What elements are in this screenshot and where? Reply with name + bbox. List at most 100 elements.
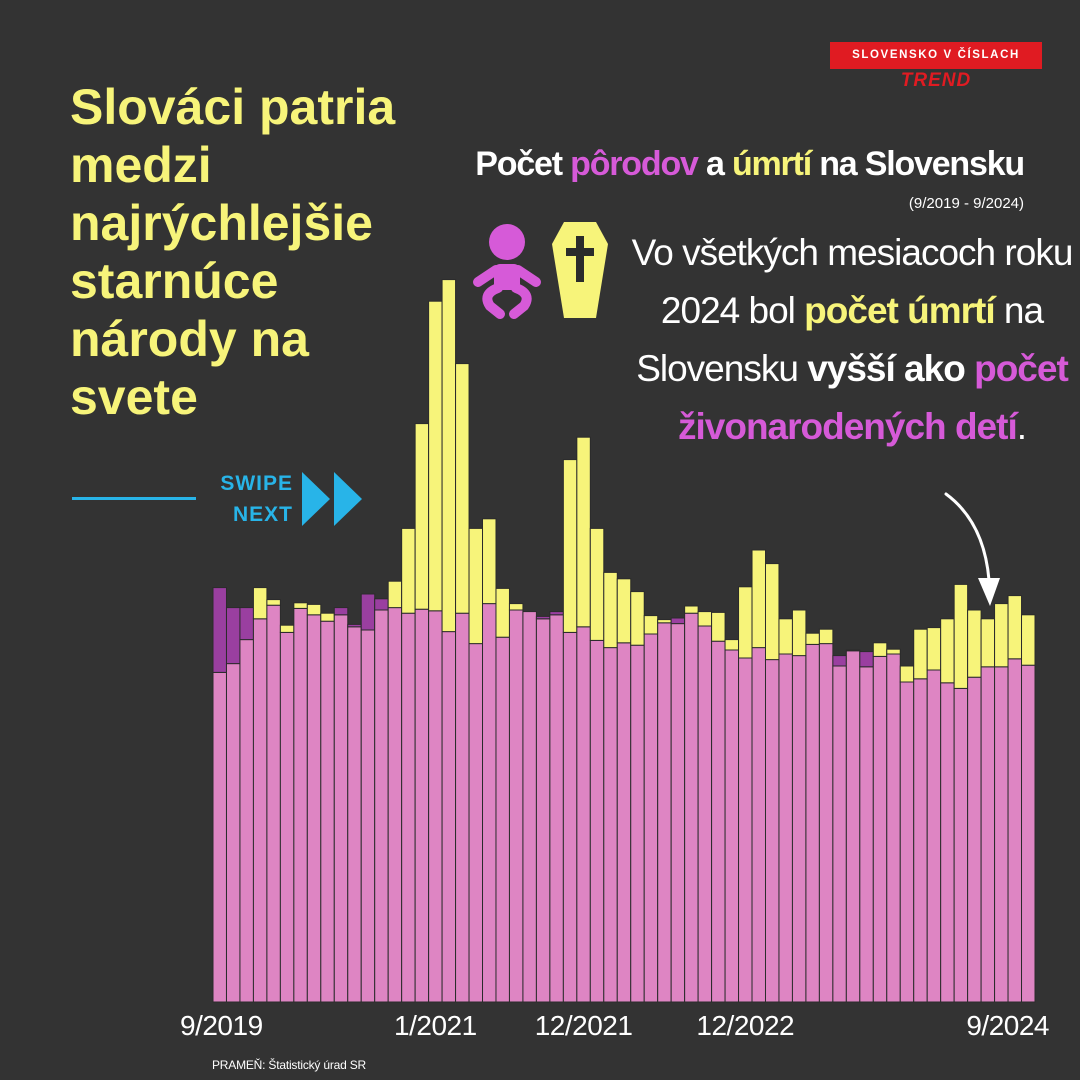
bar-base <box>630 644 645 1003</box>
bar-base <box>482 603 497 1003</box>
bar-base <box>320 620 335 1003</box>
bar-deaths-excess <box>279 624 295 633</box>
note-text: . <box>1016 406 1027 447</box>
bar-base <box>562 631 578 1003</box>
bar-deaths-excess <box>293 602 308 609</box>
bar-base <box>913 678 928 1003</box>
bar-base <box>616 642 632 1003</box>
bar-base <box>872 655 888 1003</box>
bar-base <box>818 643 834 1003</box>
bar-deaths-excess <box>886 648 901 655</box>
bar-base <box>859 666 874 1003</box>
bar-deaths-excess <box>589 527 605 641</box>
bar-deaths-excess <box>764 563 780 661</box>
bar-base <box>239 639 254 1003</box>
bar-base <box>980 666 996 1003</box>
note-births: počet živonarodených detí <box>677 348 1069 447</box>
bar-deaths-excess <box>967 609 982 678</box>
bar-deaths-excess <box>657 619 672 624</box>
bar-base <box>886 653 901 1003</box>
bar-deaths-excess <box>630 591 645 646</box>
bar-base <box>724 649 740 1003</box>
bar-deaths-excess <box>414 423 430 610</box>
bar-base <box>684 612 699 1003</box>
bar-base <box>589 639 605 1003</box>
bar-base <box>360 629 376 1003</box>
bar-base <box>535 618 551 1003</box>
x-tick-label: 9/2024 <box>966 1010 1049 1041</box>
bar-deaths-excess <box>994 603 1009 668</box>
bar-base <box>791 655 807 1003</box>
bar-deaths-excess <box>724 639 740 651</box>
bar-deaths-excess <box>1007 595 1023 660</box>
note-text: Vo všetkých mesiacoch roku 2024 bol <box>631 232 1074 331</box>
bar-base <box>657 622 672 1003</box>
bar-base <box>293 607 308 1003</box>
bar-base <box>279 631 295 1003</box>
bar-base <box>697 625 713 1003</box>
brand-badge: SLOVENSKO V ČÍSLACH <box>830 42 1042 69</box>
bar-base <box>1021 664 1036 1003</box>
bar-deaths-excess <box>495 587 510 638</box>
bars <box>212 279 1036 1003</box>
bar-base <box>1007 658 1023 1003</box>
title-deaths: úmrtí <box>731 145 812 183</box>
bar-base <box>576 626 591 1003</box>
bar-births-excess <box>347 623 362 628</box>
bar-base <box>252 618 268 1003</box>
title-part: Počet <box>475 145 571 183</box>
brand-logo: TREND <box>900 70 972 91</box>
bar-deaths-excess <box>401 527 416 614</box>
highlight-note: Vo všetkých mesiacoch roku 2024 bol poče… <box>612 224 1080 456</box>
bar-base <box>347 626 362 1003</box>
note-text: na Slovensku <box>636 290 1044 389</box>
bar-deaths-excess <box>872 642 888 657</box>
bar-deaths-excess <box>455 363 470 614</box>
bar-deaths-excess <box>697 611 713 627</box>
bar-base <box>455 612 470 1003</box>
swipe-label: SWIPE NEXT <box>205 468 293 530</box>
bar-deaths-excess <box>684 605 699 614</box>
bar-deaths-excess <box>818 628 834 645</box>
bar-base <box>764 659 780 1003</box>
bar-deaths-excess <box>778 618 793 655</box>
bar-base <box>778 653 793 1003</box>
bar-births-excess <box>859 651 874 668</box>
bar-base <box>495 636 510 1003</box>
double-chevron-right-icon[interactable] <box>300 472 364 526</box>
bar-deaths-excess <box>387 580 403 609</box>
title-births: pôrodov <box>570 145 699 183</box>
bar-base <box>522 611 537 1003</box>
bar-births-excess <box>239 607 254 641</box>
bar-deaths-excess <box>711 611 726 642</box>
bar-base <box>549 614 564 1003</box>
bar-deaths-excess <box>576 436 591 628</box>
bar-base <box>374 609 389 1003</box>
bar-base <box>751 647 767 1003</box>
bar-deaths-excess <box>252 587 268 620</box>
bar-base <box>832 665 847 1003</box>
bar-base <box>899 681 915 1003</box>
swipe-label-line2: NEXT <box>232 503 293 526</box>
bar-base <box>967 676 982 1003</box>
x-tick-label: 9/2019 <box>180 1010 263 1041</box>
bar-deaths-excess <box>266 599 281 606</box>
bar-base <box>428 610 443 1003</box>
bar-base <box>333 614 349 1003</box>
bar-base <box>711 640 726 1003</box>
bar-base <box>805 643 820 1003</box>
bar-births-excess <box>535 615 551 620</box>
bar-base <box>225 663 241 1003</box>
note-deaths: počet úmrtí <box>804 290 995 331</box>
bar-base <box>401 612 416 1003</box>
bar-base <box>738 657 753 1003</box>
bar-births-excess <box>360 593 376 631</box>
bar-deaths-excess <box>940 618 955 684</box>
title-part: a <box>697 145 732 183</box>
headline: Slováci patria medzi najrýchlejšie starn… <box>70 79 396 425</box>
bar-deaths-excess <box>482 518 497 605</box>
bar-births-excess <box>225 607 241 665</box>
chart-title: Počet pôrodov a úmrtí na Slovensku <box>412 145 1025 184</box>
bar-deaths-excess <box>508 603 524 611</box>
